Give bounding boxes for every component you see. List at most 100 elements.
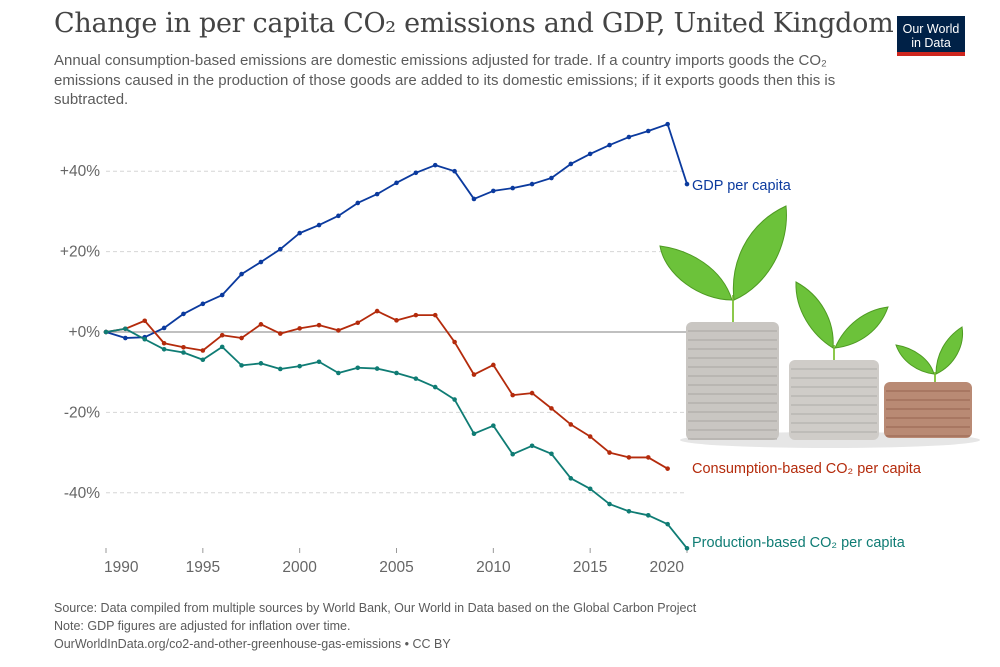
- data-point: [258, 361, 264, 366]
- plant-large: [659, 205, 787, 322]
- data-point: [336, 328, 341, 333]
- data-point: [510, 451, 515, 457]
- data-point: [297, 326, 302, 331]
- data-point: [665, 521, 670, 527]
- data-point: [394, 180, 399, 186]
- coin-stack-large: [686, 322, 779, 440]
- series-line: [105, 327, 688, 549]
- data-point: [181, 344, 186, 350]
- series-lines: [103, 121, 690, 551]
- y-axis-ticks: +40% +20% +0% -20% -40%: [60, 163, 100, 502]
- data-point: [413, 170, 419, 176]
- data-point: [471, 196, 477, 202]
- data-point: [626, 134, 632, 140]
- data-point: [587, 434, 593, 439]
- data-point: [123, 326, 128, 332]
- data-point: [413, 312, 419, 318]
- x-axis-ticks: 1990 1995 2000 2005 2010 2015 2020: [104, 548, 688, 576]
- series-labels: GDP per capita Consumption-based CO₂ per …: [692, 178, 922, 551]
- data-point: [239, 271, 244, 277]
- data-point: [161, 340, 167, 346]
- data-point: [529, 443, 535, 449]
- source-text: Source: Data compiled from multiple sour…: [54, 601, 697, 615]
- chart-footer: Source: Data compiled from multiple sour…: [54, 599, 696, 653]
- data-point: [316, 222, 322, 228]
- x-tick-label: 1990: [104, 559, 139, 576]
- data-point: [123, 335, 128, 341]
- data-point: [316, 322, 322, 328]
- data-point: [142, 336, 148, 342]
- data-point: [219, 344, 225, 350]
- data-point: [278, 246, 283, 252]
- series-label: Production-based CO₂ per capita: [692, 535, 906, 551]
- url-text[interactable]: OurWorldInData.org/co2-and-other-greenho…: [54, 637, 451, 651]
- data-point: [587, 486, 593, 492]
- data-point: [161, 346, 167, 352]
- data-point: [278, 331, 283, 336]
- data-point: [297, 363, 302, 369]
- data-point: [181, 350, 186, 355]
- y-tick-label: +0%: [69, 324, 101, 341]
- data-point: [316, 359, 322, 365]
- series-line: [105, 123, 688, 339]
- data-point: [200, 301, 206, 307]
- note-text: Note: GDP figures are adjusted for infla…: [54, 619, 351, 633]
- data-point: [626, 455, 632, 460]
- x-tick-label: 2000: [282, 559, 317, 576]
- data-point: [432, 162, 438, 168]
- data-point: [549, 406, 554, 411]
- data-point: [568, 422, 574, 427]
- data-point: [626, 508, 632, 514]
- data-point: [452, 339, 457, 345]
- data-point: [355, 365, 361, 371]
- data-point: [471, 372, 477, 377]
- logo-line-1: Our World: [902, 22, 960, 36]
- data-point: [529, 181, 535, 187]
- data-point: [645, 128, 651, 134]
- plant-medium: [795, 281, 889, 360]
- y-tick-label: -40%: [64, 485, 100, 502]
- data-point: [452, 397, 457, 402]
- data-point: [491, 362, 496, 368]
- data-point: [568, 161, 574, 167]
- data-point: [374, 366, 380, 371]
- data-point: [684, 181, 690, 187]
- x-tick-label: 2005: [379, 559, 413, 576]
- data-point: [549, 451, 554, 457]
- y-tick-label: -20%: [64, 404, 100, 421]
- grid-lines: [106, 170, 687, 494]
- data-point: [491, 423, 496, 428]
- y-tick-label: +20%: [60, 244, 100, 261]
- data-point: [568, 476, 574, 481]
- data-point: [471, 431, 477, 437]
- data-point: [258, 259, 264, 265]
- coins-plants-image: [659, 205, 980, 448]
- series-label: GDP per capita: [692, 178, 792, 194]
- data-point: [432, 312, 438, 318]
- data-point: [239, 363, 244, 368]
- data-point: [607, 501, 612, 507]
- y-tick-label: +40%: [60, 163, 100, 180]
- plant-small: [895, 326, 964, 382]
- data-point: [278, 366, 283, 372]
- data-point: [219, 292, 225, 298]
- data-point: [355, 320, 361, 326]
- x-tick-label: 2010: [476, 559, 511, 576]
- series-label: Consumption-based CO₂ per capita: [692, 461, 922, 477]
- data-point: [665, 121, 670, 127]
- data-point: [510, 185, 515, 191]
- data-point: [181, 311, 186, 317]
- data-point: [452, 168, 457, 174]
- owid-logo[interactable]: Our World in Data: [897, 16, 965, 56]
- data-point: [645, 455, 651, 460]
- data-point: [374, 308, 380, 314]
- x-tick-label: 2020: [650, 559, 685, 576]
- data-point: [645, 513, 651, 518]
- data-point: [413, 376, 419, 381]
- data-point: [529, 390, 535, 396]
- data-point: [103, 329, 109, 335]
- chart-title: Change in per capita CO₂ emissions and G…: [54, 8, 894, 39]
- series-line: [105, 310, 669, 470]
- x-tick-label: 2015: [573, 559, 607, 576]
